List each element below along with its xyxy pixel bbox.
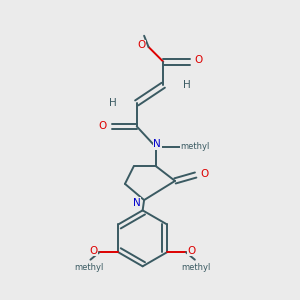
Text: O: O [137,40,145,50]
Text: methyl: methyl [180,142,210,151]
Text: N: N [133,198,141,208]
Text: methyl: methyl [74,262,104,272]
Text: methyl: methyl [182,262,211,272]
Text: O: O [89,246,98,256]
Text: H: H [109,98,117,108]
Text: O: O [194,55,203,65]
Text: O: O [200,169,208,178]
Text: O: O [188,246,196,256]
Text: O: O [99,122,107,131]
Text: H: H [183,80,191,90]
Text: N: N [154,139,161,149]
